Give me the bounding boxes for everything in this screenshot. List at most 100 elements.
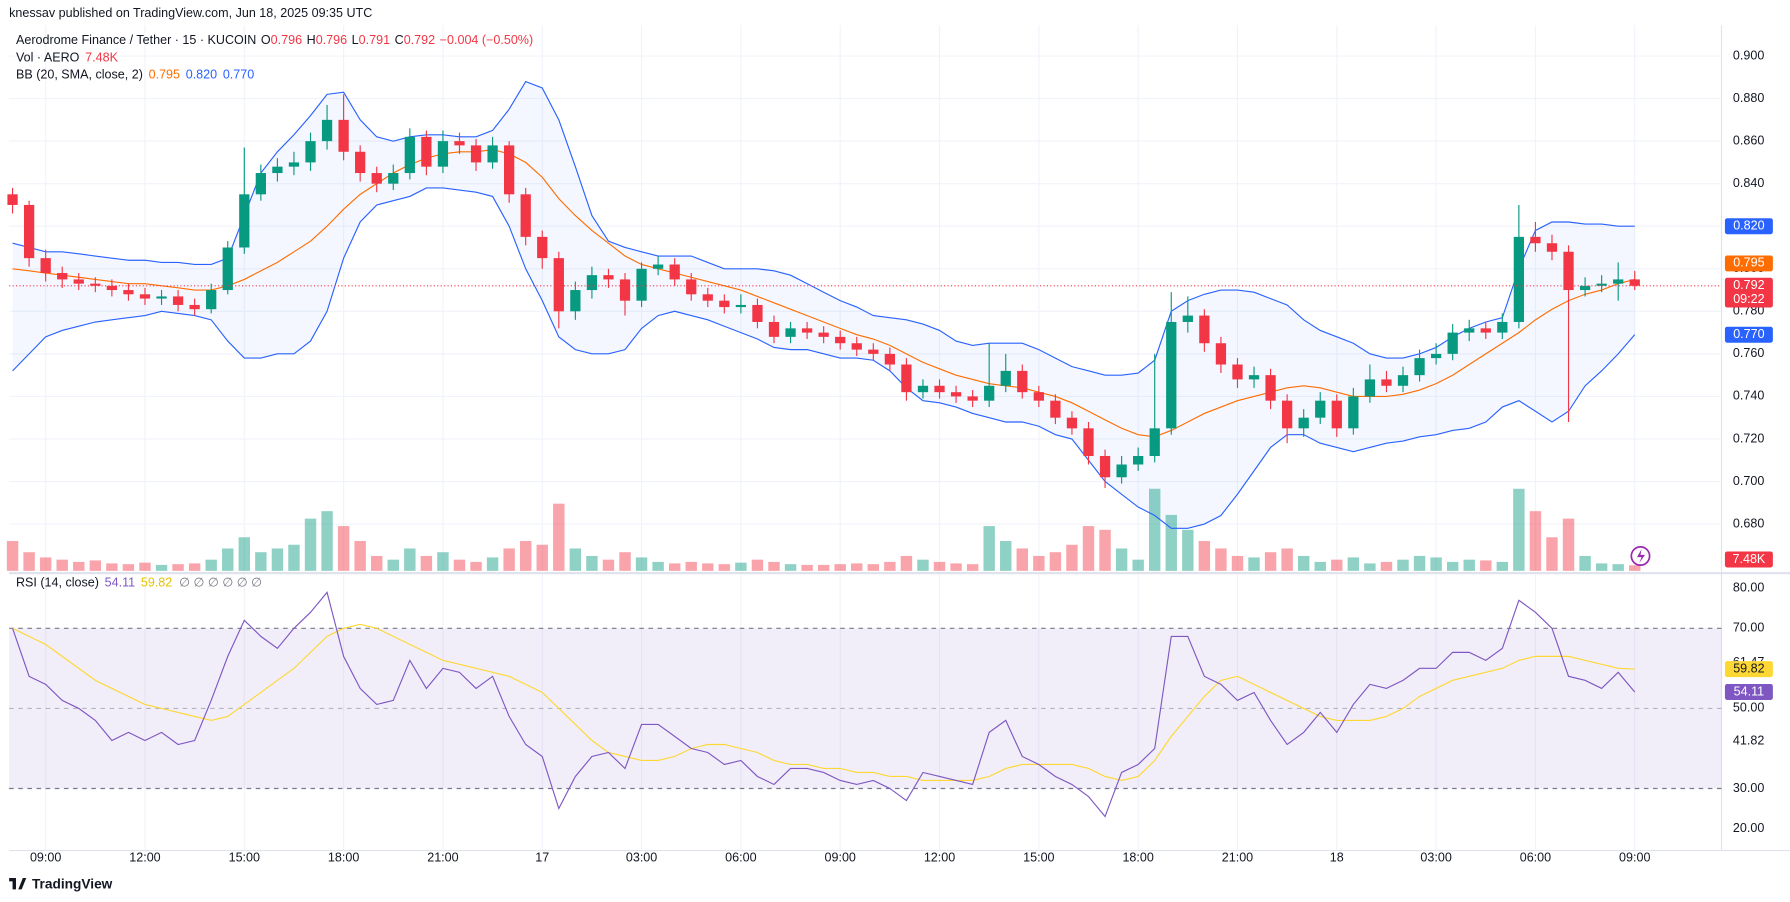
volume-bar: [1513, 488, 1525, 571]
ohlc-value: 0.796: [316, 33, 347, 47]
bb-upper-badge: 0.820: [1733, 219, 1764, 233]
x-tick-label: 18: [1330, 851, 1344, 865]
bb-lower-badge: 0.770: [1733, 327, 1764, 341]
candle-body: [950, 392, 962, 397]
volume-bar: [56, 559, 68, 571]
volume-badge-bg: [1724, 551, 1773, 568]
candle-body: [1083, 428, 1094, 456]
volume-bar: [685, 561, 697, 571]
candle-body: [437, 141, 449, 167]
y-tick-label: 0.680: [1733, 516, 1764, 530]
volume-bar: [735, 562, 747, 571]
rsi-value: 54.11: [105, 576, 135, 590]
x-tick-label: 09:00: [30, 851, 61, 865]
volume-bar: [1546, 537, 1558, 571]
candle-body: [1546, 243, 1558, 252]
candle-body: [106, 285, 118, 291]
candle-body: [1464, 328, 1475, 333]
volume-legend: Vol · AERO 7.48K: [16, 51, 119, 65]
published-note: knessav published on TradingView.com, Ju…: [9, 6, 372, 20]
candle-body: [1033, 392, 1044, 401]
volume-bar: [1380, 561, 1393, 571]
candle-body: [1563, 251, 1574, 291]
rsi-tick-label: 20.00: [1733, 821, 1764, 835]
candle-body: [206, 290, 217, 310]
volume-bar: [1231, 555, 1244, 571]
volume-bar: [387, 559, 399, 571]
x-tick-label: 09:00: [825, 851, 856, 865]
price-badge-bg: [1724, 277, 1773, 308]
volume-bar: [1496, 561, 1509, 571]
x-tick-label: 06:00: [725, 851, 756, 865]
candle-body: [884, 353, 895, 365]
ohlc-key: H: [307, 33, 316, 47]
volume-bar: [288, 544, 300, 571]
candle-body: [603, 275, 614, 280]
candle-body: [504, 145, 515, 195]
volume-bar: [172, 564, 184, 571]
candle-body: [421, 136, 432, 167]
bb-name: BB (20, SMA, close, 2): [16, 68, 143, 82]
candle-body: [90, 283, 101, 286]
candle-body: [520, 194, 531, 237]
candle-body: [222, 247, 233, 291]
volume-bar: [553, 503, 565, 571]
volume-bar: [1049, 552, 1062, 571]
brand-name: TradingView: [32, 876, 113, 891]
candle-body: [719, 300, 730, 308]
x-tick-label: 03:00: [1420, 851, 1451, 865]
volume-bar: [1364, 563, 1376, 571]
candle-body: [1530, 236, 1541, 244]
volume-bar: [851, 563, 863, 571]
candle-body: [371, 173, 382, 184]
candle-body: [1215, 343, 1227, 365]
candle-body: [752, 304, 763, 322]
volume-bar: [817, 564, 830, 571]
y-tick-label: 0.760: [1733, 346, 1764, 360]
volume-bar: [73, 561, 85, 571]
candle-body: [1066, 417, 1078, 429]
volume-bar: [6, 541, 19, 571]
ohlc-value: 0.791: [359, 33, 390, 47]
candle-body: [570, 290, 581, 312]
rsi-extras: ∅ ∅ ∅ ∅ ∅ ∅: [179, 576, 262, 590]
x-tick-label: 12:00: [129, 851, 160, 865]
symbol: Aerodrome Finance / Tether · 15 · KUCOIN: [16, 33, 256, 47]
volume-bar: [1579, 555, 1591, 571]
volume-bar: [321, 511, 333, 571]
x-tick-label: 06:00: [1520, 851, 1551, 865]
volume-bar: [1413, 555, 1426, 571]
candle-body: [901, 364, 912, 393]
bb-upper-value: 0.820: [186, 68, 217, 82]
candle-body: [388, 173, 399, 184]
x-tick-label: 17: [535, 851, 549, 865]
candle-body: [123, 290, 134, 295]
volume-bar: [718, 564, 731, 571]
volume-bar: [1629, 565, 1641, 571]
main-layer: [6, 80, 1722, 818]
candle-body: [1331, 400, 1342, 429]
candle-body: [7, 194, 18, 205]
bb-lower-badge-bg: [1724, 326, 1773, 343]
x-tick-label: 12:00: [924, 851, 955, 865]
volume-bar: [1347, 557, 1360, 571]
y-tick-label: 0.740: [1733, 389, 1764, 403]
volume-bar: [1248, 557, 1260, 571]
rsi-tick-label: 30.00: [1733, 781, 1764, 795]
y-tick-label: 0.880: [1733, 91, 1764, 105]
volume-value: 7.48K: [85, 51, 118, 65]
rsi-badge: 54.11: [1734, 684, 1764, 698]
candle-body: [1182, 315, 1193, 322]
volume-bar: [1198, 541, 1211, 571]
volume-bar: [1132, 559, 1144, 571]
candle-body: [669, 264, 680, 280]
volume-bar: [1612, 564, 1624, 571]
volume-bar: [155, 564, 168, 571]
volume-bar: [1149, 488, 1161, 571]
volume-bar: [255, 552, 267, 571]
volume-bar: [702, 563, 714, 571]
volume-bar: [1297, 555, 1310, 571]
candle-body: [967, 396, 978, 401]
rsi-tick-label: 80.00: [1733, 581, 1764, 595]
volume-bar: [519, 541, 532, 571]
